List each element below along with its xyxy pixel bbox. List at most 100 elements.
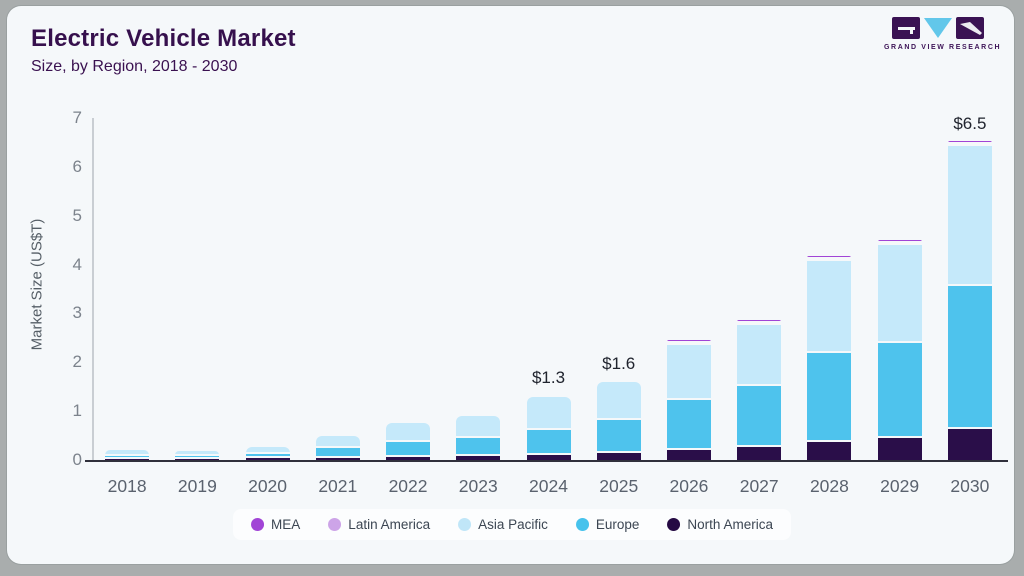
legend-label: Europe [595, 517, 640, 532]
y-axis-tick-label: 1 [72, 401, 82, 421]
legend-dot-icon [667, 518, 681, 531]
x-axis-label-2021: 2021 [318, 476, 358, 496]
segment-north-america [596, 452, 641, 460]
segment-divider [175, 457, 220, 459]
segment-divider [947, 142, 992, 144]
segment-europe [105, 455, 150, 458]
legend-item-mea[interactable]: MEA [251, 517, 300, 532]
segment-europe [456, 437, 501, 455]
x-axis-label-2023: 2023 [458, 476, 498, 496]
legend-item-north-america[interactable]: North America [667, 517, 773, 532]
segment-north-america [456, 455, 501, 460]
segment-divider [245, 456, 290, 458]
segment-divider [386, 440, 431, 442]
segment-divider [737, 323, 782, 325]
legend-dot-icon [251, 518, 265, 531]
bar-2023[interactable] [456, 416, 501, 460]
bar-2030[interactable] [947, 141, 992, 460]
legend-dot-icon [575, 518, 589, 531]
legend-label: Latin America [348, 517, 431, 532]
segment-divider [666, 398, 711, 400]
segment-europe [947, 285, 992, 428]
legend-item-asia-pacific[interactable]: Asia Pacific [458, 517, 548, 532]
gvr-logo-icon [892, 17, 984, 39]
bar-2019[interactable] [175, 451, 220, 460]
bar-2029[interactable] [877, 240, 922, 460]
y-axis-tick-label: 5 [72, 205, 82, 225]
segment-asia-pacific [807, 260, 852, 352]
bar-2021[interactable] [315, 436, 360, 460]
segment-north-america [105, 458, 150, 460]
value-label-2024: $1.3 [531, 368, 566, 387]
x-axis-label-2025: 2025 [599, 476, 639, 496]
segment-divider [807, 440, 852, 442]
y-axis-tick-label: 2 [72, 352, 82, 372]
legend-item-latin-america[interactable]: Latin America [328, 517, 430, 532]
x-axis-label-2026: 2026 [669, 476, 709, 496]
segment-asia-pacific [526, 397, 571, 429]
segment-divider [175, 454, 220, 456]
segment-divider [456, 454, 501, 456]
segment-asia-pacific [105, 450, 150, 455]
segment-asia-pacific [666, 344, 711, 399]
segment-divider [666, 341, 711, 343]
bar-2028[interactable] [807, 256, 852, 460]
segment-europe [807, 352, 852, 441]
segment-divider [807, 257, 852, 259]
bar-2020[interactable] [245, 446, 290, 460]
segment-north-america [526, 454, 571, 460]
segment-divider [877, 243, 922, 245]
segment-asia-pacific [315, 436, 360, 447]
segment-europe [315, 447, 360, 457]
segment-divider [807, 351, 852, 353]
logo-text: GRAND VIEW RESEARCH [884, 44, 1002, 51]
segment-divider [947, 427, 992, 429]
segment-europe [666, 399, 711, 449]
segment-divider [737, 321, 782, 323]
legend-item-europe[interactable]: Europe [575, 517, 640, 532]
y-axis-title: Market Size (US$T) [28, 218, 46, 351]
x-axis-label-2018: 2018 [107, 476, 147, 496]
segment-divider [737, 384, 782, 386]
y-axis-tick-label: 4 [72, 254, 82, 274]
y-axis-line [92, 118, 94, 460]
bar-2027[interactable] [737, 320, 782, 460]
segment-divider [877, 241, 922, 243]
segment-divider [947, 284, 992, 286]
segment-europe [596, 419, 641, 452]
x-axis-label-2027: 2027 [739, 476, 779, 496]
segment-divider [105, 457, 150, 459]
segment-divider [666, 343, 711, 345]
segment-north-america [947, 428, 992, 460]
bar-2018[interactable] [105, 450, 150, 460]
segment-divider [877, 436, 922, 438]
segment-europe [386, 441, 431, 456]
value-label-2025: $1.6 [602, 354, 636, 373]
legend-label: North America [687, 517, 773, 532]
bar-2026[interactable] [666, 340, 711, 460]
bar-2022[interactable] [386, 423, 431, 460]
segment-north-america [666, 449, 711, 460]
bar-2024[interactable] [526, 396, 571, 460]
segment-north-america [737, 446, 782, 460]
segment-divider [245, 452, 290, 454]
y-axis-tick-label: 6 [72, 156, 82, 176]
segment-europe [877, 342, 922, 437]
legend-dot-icon [328, 518, 342, 531]
y-axis-tick-label: 0 [72, 450, 82, 469]
segment-asia-pacific [737, 324, 782, 385]
segment-divider [877, 341, 922, 343]
segment-asia-pacific [456, 416, 501, 437]
segment-divider [666, 448, 711, 450]
x-axis-label-2024: 2024 [529, 476, 568, 496]
bar-2025[interactable] [596, 382, 641, 460]
segment-asia-pacific [245, 447, 290, 453]
x-axis-label-2020: 2020 [248, 476, 288, 496]
chart-legend: MEA Latin America Asia Pacific Europe North … [233, 509, 791, 540]
segment-north-america [175, 458, 220, 460]
segment-divider [807, 259, 852, 261]
segment-asia-pacific [386, 423, 431, 441]
legend-label: Asia Pacific [478, 517, 548, 532]
page-title: Electric Vehicle Market [31, 25, 296, 52]
